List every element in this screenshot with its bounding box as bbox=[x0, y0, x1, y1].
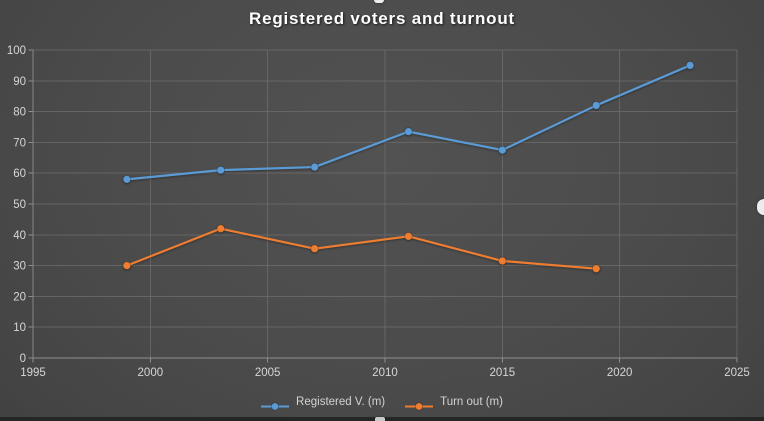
svg-text:60: 60 bbox=[13, 168, 26, 180]
svg-text:40: 40 bbox=[13, 230, 26, 242]
legend-label: Registered V. (m) bbox=[296, 396, 386, 408]
svg-text:2005: 2005 bbox=[255, 367, 281, 379]
svg-text:10: 10 bbox=[13, 322, 26, 334]
svg-text:50: 50 bbox=[13, 199, 26, 211]
svg-text:1995: 1995 bbox=[20, 367, 46, 379]
svg-text:30: 30 bbox=[13, 261, 26, 273]
legend-marker-registered-icon bbox=[261, 398, 290, 411]
svg-text:70: 70 bbox=[13, 137, 26, 149]
svg-text:2010: 2010 bbox=[372, 367, 398, 379]
legend-marker-turnout-icon bbox=[405, 398, 434, 411]
svg-text:2025: 2025 bbox=[724, 367, 750, 379]
resize-handle-right-icon[interactable] bbox=[757, 199, 764, 215]
chart-title: Registered voters and turnout bbox=[249, 9, 515, 28]
svg-text:2000: 2000 bbox=[138, 367, 164, 379]
legend-label: Turn out (m) bbox=[440, 396, 503, 408]
svg-text:80: 80 bbox=[13, 107, 26, 119]
svg-text:2015: 2015 bbox=[490, 367, 516, 379]
svg-text:20: 20 bbox=[13, 291, 26, 303]
svg-text:100: 100 bbox=[7, 45, 26, 57]
resize-handle-bottom-icon[interactable] bbox=[375, 417, 385, 421]
svg-text:0: 0 bbox=[20, 353, 26, 365]
legend-item-registered-voters[interactable]: Registered V. (m) bbox=[261, 396, 386, 411]
resize-handle-top-icon[interactable] bbox=[374, 0, 384, 3]
legend-item-turnout[interactable]: Turn out (m) bbox=[405, 396, 503, 411]
svg-text:2020: 2020 bbox=[607, 367, 633, 379]
svg-text:90: 90 bbox=[13, 76, 26, 88]
chart-legend: Registered V. (m) Turn out (m) bbox=[0, 393, 764, 411]
